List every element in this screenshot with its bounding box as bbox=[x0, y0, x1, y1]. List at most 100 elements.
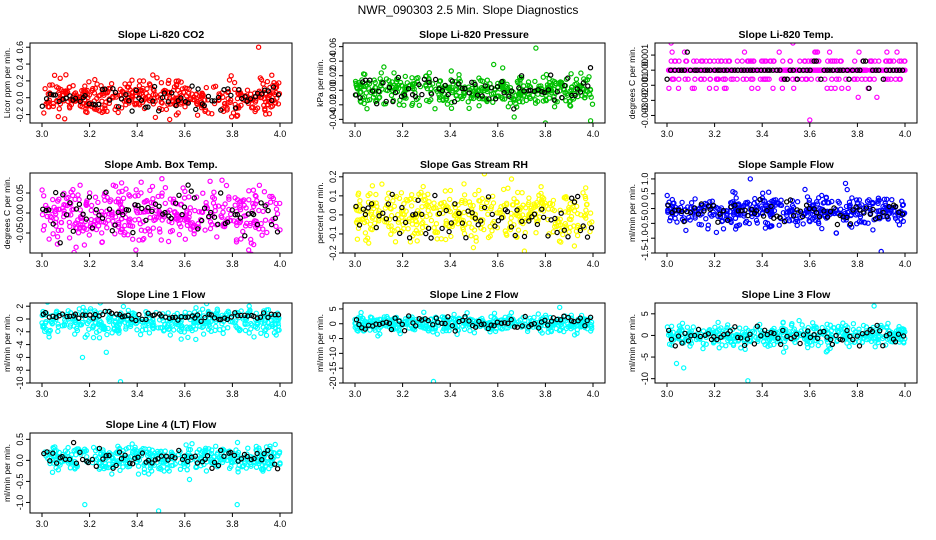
data-point-black bbox=[188, 188, 194, 194]
data-point bbox=[365, 85, 371, 91]
x-tick-label: 3.2 bbox=[708, 389, 721, 399]
data-point bbox=[110, 463, 116, 470]
data-point-black bbox=[508, 316, 514, 323]
x-tick-label: 3.0 bbox=[349, 129, 362, 139]
data-point-black bbox=[679, 340, 685, 346]
data-point bbox=[751, 58, 757, 64]
data-point bbox=[263, 332, 270, 339]
data-point bbox=[357, 89, 363, 96]
data-point bbox=[272, 100, 278, 106]
data-point bbox=[552, 80, 558, 87]
data-point-black bbox=[580, 223, 586, 229]
data-point bbox=[149, 183, 156, 190]
data-point bbox=[428, 96, 434, 103]
data-point bbox=[819, 192, 825, 199]
data-point-black bbox=[762, 327, 768, 333]
data-point bbox=[548, 327, 554, 333]
data-point-black bbox=[724, 217, 731, 223]
data-point bbox=[734, 58, 741, 64]
data-point-black bbox=[774, 67, 780, 73]
data-point bbox=[582, 195, 589, 202]
data-point-black bbox=[410, 212, 416, 218]
panel-title: Slope Amb. Box Temp. bbox=[104, 159, 217, 171]
data-point-black bbox=[156, 203, 162, 209]
data-point-black bbox=[824, 67, 831, 73]
data-point bbox=[499, 326, 505, 332]
data-point-black bbox=[416, 81, 422, 88]
data-point bbox=[487, 223, 493, 230]
data-point-black bbox=[462, 85, 468, 92]
data-point-black bbox=[472, 215, 478, 221]
data-point-black bbox=[244, 98, 250, 105]
data-point bbox=[407, 239, 414, 245]
data-point bbox=[679, 328, 685, 334]
data-point bbox=[451, 311, 457, 318]
data-point-black bbox=[449, 323, 455, 329]
data-point bbox=[676, 323, 683, 329]
data-point bbox=[86, 190, 93, 196]
data-point bbox=[404, 320, 410, 326]
data-point bbox=[875, 200, 881, 207]
data-point-black bbox=[803, 202, 810, 208]
data-point bbox=[423, 81, 429, 88]
data-point bbox=[65, 308, 71, 314]
data-point bbox=[755, 85, 761, 92]
data-point-black bbox=[118, 96, 125, 102]
data-point bbox=[818, 339, 824, 346]
data-point bbox=[519, 189, 525, 196]
data-point-black bbox=[806, 205, 813, 212]
data-point bbox=[205, 110, 212, 116]
data-point-black bbox=[392, 315, 398, 321]
data-point bbox=[866, 336, 872, 342]
data-point bbox=[392, 239, 399, 245]
data-point-black bbox=[125, 312, 131, 318]
data-point bbox=[120, 303, 127, 310]
data-point-black bbox=[890, 67, 896, 73]
data-point-black bbox=[385, 201, 392, 207]
data-point-outlier bbox=[255, 44, 262, 50]
data-point-black bbox=[744, 336, 751, 342]
data-point bbox=[884, 324, 890, 330]
data-point bbox=[234, 95, 241, 102]
data-point-black bbox=[811, 58, 817, 64]
data-point-black bbox=[218, 107, 224, 113]
data-point-black bbox=[545, 87, 552, 93]
data-point bbox=[789, 321, 795, 327]
data-point bbox=[891, 208, 897, 214]
data-point bbox=[666, 199, 672, 205]
data-point bbox=[96, 108, 103, 114]
data-point-black bbox=[519, 323, 526, 329]
data-point-black bbox=[50, 221, 56, 227]
data-point bbox=[61, 208, 67, 214]
data-point bbox=[230, 110, 237, 116]
data-point bbox=[166, 77, 172, 84]
data-point bbox=[360, 215, 366, 222]
data-point-black bbox=[368, 201, 375, 207]
data-point bbox=[250, 241, 257, 248]
data-point bbox=[703, 215, 709, 222]
data-point bbox=[253, 464, 260, 470]
x-tick-label: 3.2 bbox=[396, 259, 409, 269]
plot-frame bbox=[654, 172, 918, 254]
data-point bbox=[187, 205, 193, 211]
data-point bbox=[733, 331, 740, 338]
data-point bbox=[481, 173, 488, 177]
data-point-black bbox=[509, 88, 515, 94]
data-point-black bbox=[587, 314, 594, 320]
data-point-black bbox=[540, 214, 547, 221]
data-point-black bbox=[412, 93, 419, 100]
data-point bbox=[431, 205, 437, 211]
data-point-black bbox=[217, 190, 224, 196]
data-point bbox=[859, 219, 865, 225]
data-point-black bbox=[201, 205, 208, 211]
data-point bbox=[70, 82, 76, 89]
data-point bbox=[666, 341, 673, 347]
data-point bbox=[563, 195, 569, 202]
data-point bbox=[63, 195, 70, 202]
panel-title: Slope Line 2 Flow bbox=[430, 289, 520, 301]
data-point bbox=[223, 182, 230, 189]
data-point-black bbox=[195, 226, 201, 232]
data-point bbox=[815, 76, 821, 82]
data-point bbox=[459, 197, 465, 204]
data-point bbox=[119, 88, 126, 94]
